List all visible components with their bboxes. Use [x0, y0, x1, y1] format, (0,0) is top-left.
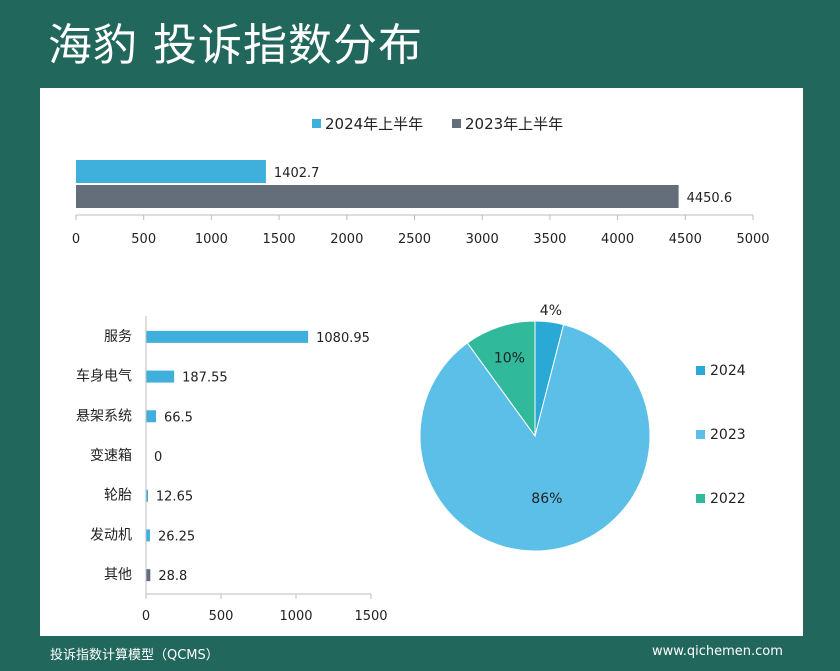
- pie-slice-2023: [419, 324, 651, 552]
- legend-swatch-2: [452, 119, 461, 128]
- category-label-2: 车身电气: [76, 368, 132, 385]
- footer-model-label: 投诉指数计算模型（QCMS）: [50, 648, 219, 663]
- pie-label-2022: 10%: [494, 350, 525, 366]
- category-label-6: 发动机: [90, 527, 132, 543]
- bar-label-1: 1402.7: [274, 166, 320, 181]
- pie-legend-swatch-2024: [696, 366, 705, 375]
- pie-label-2023: 86%: [531, 491, 562, 507]
- bar-2: [76, 185, 679, 208]
- category-bar-6: [146, 529, 150, 542]
- category-value-label-7: 28.8: [158, 569, 187, 584]
- pie-legend-swatch-2023: [696, 430, 705, 439]
- category-label-1: 服务: [104, 329, 132, 345]
- pie-legend-label-2024: 2024: [710, 363, 746, 379]
- left-x-tick-label-1: 500: [209, 609, 234, 624]
- legend-label-2: 2023年上半年: [465, 115, 563, 133]
- page-title: 海豹 投诉指数分布: [48, 20, 423, 71]
- left-x-tick-label-2: 1000: [279, 609, 312, 624]
- top-x-tick-label-2: 1000: [195, 232, 228, 247]
- top-x-tick-label-1: 500: [131, 232, 156, 247]
- category-value-label-4: 0: [154, 450, 162, 465]
- category-bar-2: [146, 370, 175, 383]
- top-x-tick-label-9: 4500: [669, 232, 702, 247]
- top-x-tick-label-3: 1500: [263, 232, 296, 247]
- chart-panel: 2024年上半年 2023年上半年 1402.7 4450.6 0 500 1000 1500…: [40, 88, 803, 636]
- top-x-tick-label-4: 2000: [330, 232, 363, 247]
- category-bar-5: [146, 489, 148, 502]
- category-bar-1: [146, 330, 309, 343]
- pie-label-2024: 4%: [540, 303, 562, 319]
- category-label-5: 轮胎: [104, 488, 132, 504]
- top-x-tick-label-6: 3000: [466, 232, 499, 247]
- pie-slice-2022: [466, 320, 536, 438]
- legend-label-1: 2024年上半年: [325, 115, 423, 133]
- category-value-label-2: 187.55: [182, 371, 228, 386]
- pie-legend-label-2022: 2022: [710, 491, 746, 507]
- top-x-tick-label-5: 2500: [398, 232, 431, 247]
- top-x-tick-label-8: 4000: [601, 232, 634, 247]
- category-value-label-6: 26.25: [158, 529, 195, 544]
- category-label-3: 悬架系统: [76, 408, 132, 424]
- pie-legend-swatch-2022: [696, 494, 705, 503]
- charts-canvas: 2024年上半年 2023年上半年 1402.7 4450.6 0 500 1000 1500…: [72, 115, 770, 624]
- bar-label-2: 4450.6: [687, 191, 733, 206]
- pie-legend-label-2023: 2023: [710, 427, 746, 443]
- left-x-tick-label-3: 1500: [354, 609, 387, 624]
- category-bar-7: [146, 569, 151, 582]
- left-x-tick-label-0: 0: [142, 609, 150, 624]
- footer-website-link[interactable]: www.qichemen.com: [652, 644, 783, 659]
- legend-swatch-1: [312, 119, 321, 128]
- top-x-tick-label-0: 0: [72, 232, 80, 247]
- category-value-label-1: 1080.95: [316, 331, 370, 346]
- category-label-7: 其他: [104, 567, 132, 583]
- category-bar-3: [146, 410, 156, 423]
- bar-1: [76, 160, 266, 183]
- top-x-tick-label-10: 5000: [736, 232, 769, 247]
- category-label-4: 变速箱: [90, 448, 132, 464]
- category-value-label-5: 12.65: [156, 490, 193, 505]
- category-value-label-3: 66.5: [164, 410, 193, 425]
- top-x-tick-label-7: 3500: [533, 232, 566, 247]
